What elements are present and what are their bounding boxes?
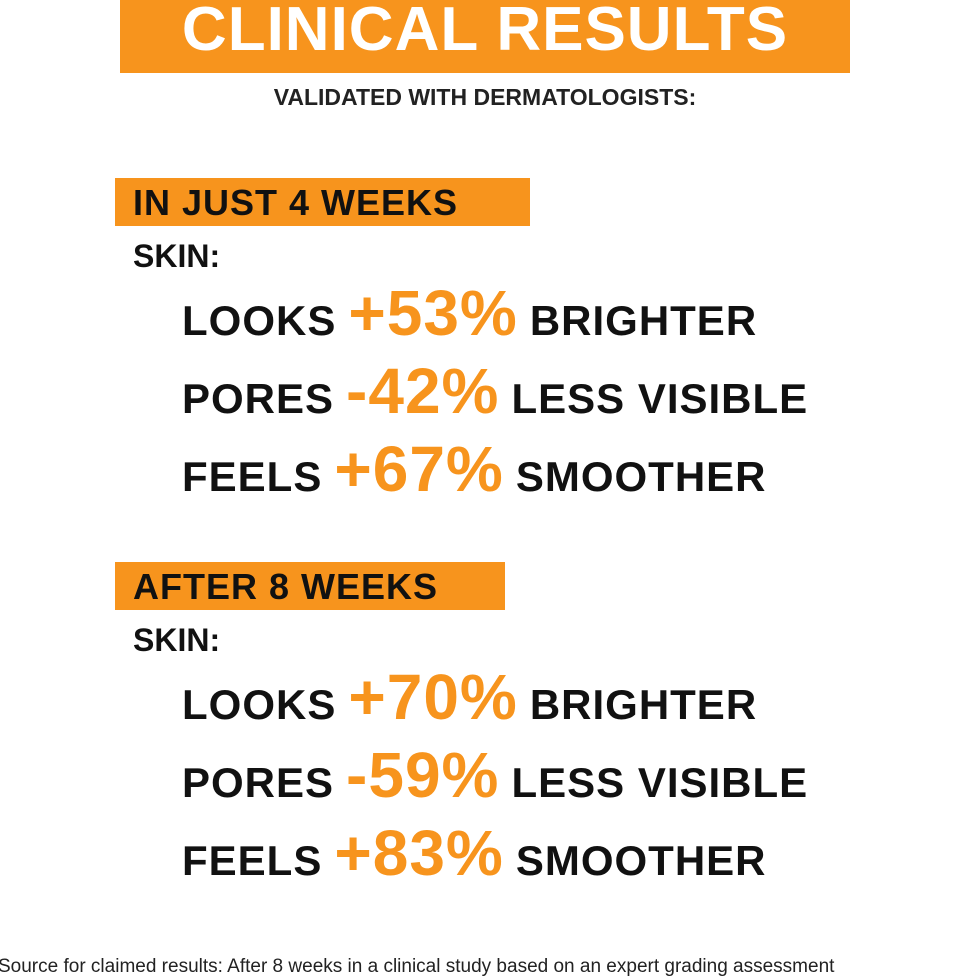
result-suffix: SMOOTHER [515, 453, 767, 500]
result-row: PORES -59% LESS VISIBLE [182, 738, 808, 812]
section-label: IN JUST 4 WEEKS [115, 178, 530, 226]
result-prefix: PORES [182, 375, 335, 422]
result-row: LOOKS +53% BRIGHTER [182, 276, 757, 350]
result-row: LOOKS +70% BRIGHTER [182, 660, 757, 734]
footer: Source for claimed results: After 8 week… [0, 956, 835, 977]
subject: SKIN: [133, 622, 221, 658]
result-prefix: FEELS [182, 837, 323, 884]
result-row: FEELS +83% SMOOTHER [182, 816, 767, 890]
section-label: AFTER 8 WEEKS [115, 562, 505, 610]
result-value: -59% [346, 739, 500, 811]
subtitle: VALIDATED WITH DERMATOLOGISTS: [273, 84, 697, 110]
result-suffix: SMOOTHER [515, 837, 767, 884]
result-row: PORES -42% LESS VISIBLE [182, 354, 808, 428]
result-suffix: LESS VISIBLE [511, 759, 809, 806]
result-value: +53% [348, 277, 518, 349]
subject: SKIN: [133, 238, 221, 274]
result-value: -42% [346, 355, 500, 427]
result-suffix: LESS VISIBLE [511, 375, 809, 422]
result-row: FEELS +67% SMOOTHER [182, 432, 767, 506]
result-value: +70% [348, 661, 518, 733]
result-prefix: PORES [182, 759, 335, 806]
title-banner: CLINICAL RESULTS [120, 0, 850, 73]
result-prefix: LOOKS [182, 297, 337, 344]
result-prefix: FEELS [182, 453, 323, 500]
result-suffix: BRIGHTER [529, 681, 758, 728]
result-value: +83% [334, 817, 504, 889]
result-prefix: LOOKS [182, 681, 337, 728]
result-suffix: BRIGHTER [529, 297, 758, 344]
result-value: +67% [334, 433, 504, 505]
